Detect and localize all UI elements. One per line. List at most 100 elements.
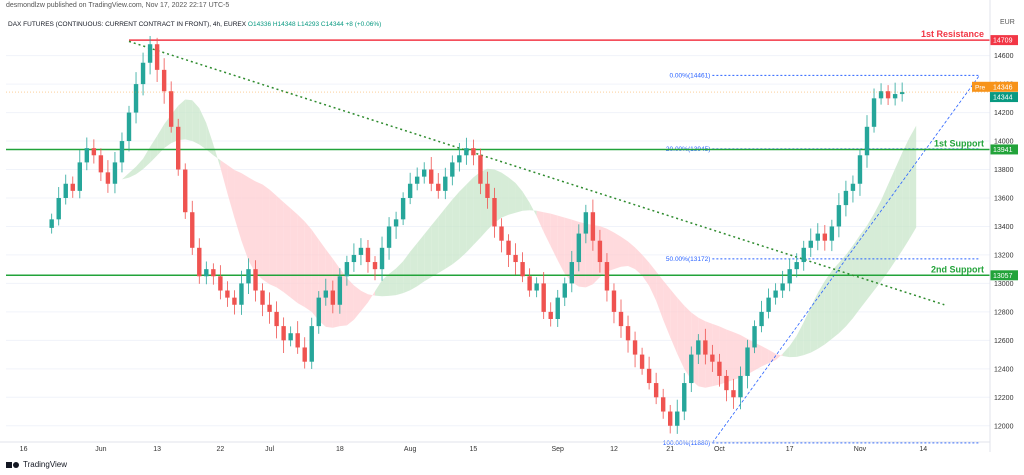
candle-body — [436, 183, 441, 191]
candle-body — [611, 290, 617, 312]
time-tick-label: 21 — [666, 446, 674, 453]
time-tick-label: 17 — [786, 446, 794, 453]
cloud-segment — [220, 160, 228, 194]
fib-level-label: 50.00%(13172) — [666, 256, 710, 263]
candle-body — [822, 233, 828, 241]
cloud-segment — [121, 172, 129, 180]
cloud-segment — [346, 277, 354, 326]
price-axis[interactable]: EUR 12000 12200 12400 12600 12800 13000 13200 13… — [989, 0, 1015, 452]
cloud-segment — [796, 322, 804, 357]
cloud-segment — [656, 271, 664, 320]
cloud-segment — [902, 138, 910, 251]
cloud-segment — [276, 195, 284, 293]
candle-body — [843, 190, 849, 206]
cloud-segment — [881, 184, 889, 282]
cloud-segment — [831, 262, 839, 339]
cloud-segment — [909, 125, 917, 240]
candle-body — [393, 219, 399, 227]
candlesticks — [49, 35, 905, 434]
tradingview-logo-icon — [6, 461, 20, 469]
candle-body — [302, 347, 307, 362]
candle-body — [499, 226, 504, 241]
cloud-segment — [459, 184, 467, 259]
time-tick-label: 13 — [153, 446, 161, 453]
candle-body — [857, 155, 863, 184]
cloud-segment — [515, 182, 523, 213]
level-tag-value: 14709 — [993, 38, 1013, 45]
candle-body — [126, 112, 132, 142]
cloud-segment — [529, 202, 537, 217]
cloud-segment — [424, 225, 432, 282]
cloud-segment — [192, 100, 200, 145]
candle-body — [492, 197, 497, 227]
candle-body — [190, 212, 195, 248]
support-resistance-levels[interactable]: 1st Resistance 14709 1st Support 13941 2nd S… — [6, 29, 1018, 281]
candle-body — [696, 340, 701, 355]
candle-body — [56, 197, 61, 220]
price-tick-label: 13800 — [994, 167, 1014, 174]
time-tick-label: 22 — [216, 446, 224, 453]
candle-body — [183, 169, 188, 213]
candle-body — [407, 183, 413, 198]
candle-body — [787, 269, 792, 284]
candle-body — [703, 340, 708, 355]
symbol-name[interactable]: DAX FUTURES (CONTINUOUS: CURRENT CONTRAC… — [8, 21, 247, 28]
candle-body — [555, 297, 560, 319]
cloud-segment — [859, 225, 867, 309]
footer: TradingView — [6, 460, 67, 469]
cloud-segment — [613, 232, 621, 270]
candle-body — [429, 169, 434, 184]
time-tick-label: Oct — [714, 446, 725, 453]
cloud-segment — [431, 216, 439, 278]
candle-body — [541, 283, 546, 312]
fib-level-label: 0.00%(14461) — [670, 72, 711, 79]
price-tick-label: 12400 — [994, 366, 1014, 373]
time-axis[interactable]: 16 Jun 13 22 Jul 18 Aug 15 Sep 12 21 Oct 17 Nov 14 — [0, 441, 990, 453]
candle-body — [386, 226, 392, 248]
cloud-segment — [852, 235, 860, 319]
cloud-segment — [403, 251, 411, 294]
fib-diagonal — [712, 75, 980, 444]
cloud-segment — [360, 290, 368, 312]
candle-body — [344, 262, 350, 277]
candle-body — [379, 247, 385, 270]
cloud-segment — [304, 221, 312, 312]
time-tick-label: Aug — [404, 446, 417, 453]
candle-body — [752, 326, 757, 348]
candle-body — [731, 390, 736, 398]
candle-body — [478, 155, 483, 184]
cloud-segment — [543, 212, 551, 247]
candle-body — [239, 283, 244, 305]
fibonacci-retracement[interactable]: 0.00%(14461)20.00%(13945)50.00%(13172)10… — [663, 72, 980, 447]
cloud-segment — [241, 173, 249, 261]
candle-body — [639, 354, 645, 369]
candle-body — [63, 183, 68, 198]
cloud-segment — [143, 146, 151, 170]
pre-label: Pre — [975, 84, 986, 91]
cloud-segment — [213, 144, 221, 168]
cloud-segment — [663, 280, 671, 338]
cloud-segment — [396, 261, 404, 296]
candle-body — [590, 212, 596, 241]
cloud-segment — [768, 349, 776, 364]
cloud-segment — [754, 342, 762, 371]
level-tag-value: 13941 — [993, 147, 1013, 154]
candle-body — [689, 354, 694, 384]
candle-body — [520, 262, 525, 277]
cloud-segment — [255, 181, 263, 280]
candle-body — [457, 155, 462, 163]
candle-body — [534, 283, 539, 291]
price-tick-label: 14000 — [994, 139, 1014, 146]
level-tag-bg — [990, 144, 1018, 155]
candle-body — [140, 62, 146, 85]
cloud-segment — [199, 108, 207, 150]
level-label: 1st Support — [934, 138, 984, 148]
time-tick-label: 15 — [470, 446, 478, 453]
candle-body — [84, 148, 90, 163]
candle-body — [161, 69, 167, 92]
candle-body — [773, 290, 778, 298]
cloud-segment — [522, 191, 530, 211]
candle-body — [780, 283, 785, 291]
cloud-segment — [628, 241, 636, 270]
